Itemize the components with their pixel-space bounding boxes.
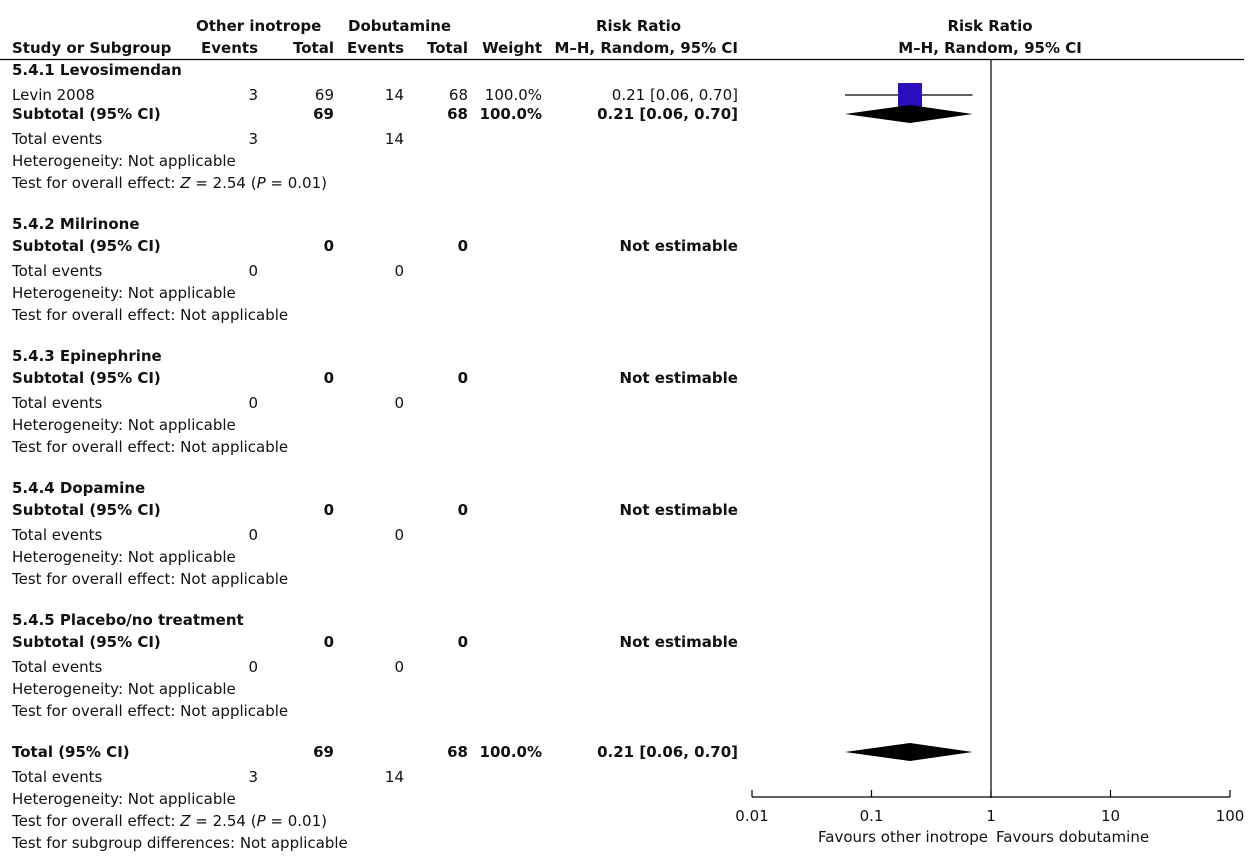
subtotal-ci: Not estimable <box>619 237 738 255</box>
subtotal-total2: 0 <box>457 237 468 255</box>
study-effect-square <box>898 83 923 107</box>
subtotal-ci: Not estimable <box>619 369 738 387</box>
heterogeneity-text: Heterogeneity: Not applicable <box>12 284 236 302</box>
subtotal-label: Subtotal (95% CI) <box>12 501 161 519</box>
subtotal-total2: 0 <box>457 633 468 651</box>
study-name: Levin 2008 <box>12 86 95 104</box>
overall-effect-text: Test for overall effect: Z = 2.54 (P = 0… <box>12 174 327 192</box>
total-events-label: Total events <box>12 394 103 412</box>
subtotal-total2: 0 <box>457 501 468 519</box>
overall-effect-text: Test for overall effect: Not applicable <box>12 702 289 720</box>
heterogeneity-text: Heterogeneity: Not applicable <box>12 416 236 434</box>
subgroup-title: 5.4.3 Epinephrine <box>12 347 162 365</box>
group2-header: Dobutamine <box>348 17 452 35</box>
study-ci: 0.21 [0.06, 0.70] <box>611 86 738 104</box>
total-total1: 69 <box>313 743 334 761</box>
x-axis-tick-label: 0.01 <box>735 807 768 825</box>
subgroup-title: 5.4.2 Milrinone <box>12 215 140 233</box>
subgroup-differences-text: Test for subgroup differences: Not appli… <box>12 834 348 852</box>
study-total2: 68 <box>448 86 468 104</box>
subtotal-total2: 0 <box>457 369 468 387</box>
overall-diamond <box>844 743 973 761</box>
heterogeneity-text: Heterogeneity: Not applicable <box>12 548 236 566</box>
total-events-label: Total events <box>12 658 103 676</box>
group1-header: Other inotrope <box>196 17 322 35</box>
total-events2: 0 <box>394 262 404 280</box>
total-total2: 68 <box>447 743 468 761</box>
plot-title-header: Risk Ratio <box>947 17 1033 35</box>
study-column-header: Study or Subgroup <box>12 39 172 57</box>
x-axis-tick-label: 0.1 <box>860 807 884 825</box>
subtotal-total1: 69 <box>313 105 334 123</box>
total-ci: 0.21 [0.06, 0.70] <box>597 743 738 761</box>
total-events1: 0 <box>248 262 258 280</box>
x-axis-tick-label: 1 <box>986 807 996 825</box>
heterogeneity-text: Heterogeneity: Not applicable <box>12 790 236 808</box>
subtotal-diamond <box>844 105 973 123</box>
total-events-label: Total events <box>12 130 103 148</box>
x-axis-tick-label: 100 <box>1216 807 1245 825</box>
total-events1: 3 <box>248 130 258 148</box>
subtotal-total1: 0 <box>323 237 334 255</box>
subgroup-title: 5.4.1 Levosimendan <box>12 61 182 79</box>
total-events2: 14 <box>384 130 404 148</box>
total2-header: Total <box>427 39 468 57</box>
overall-effect-text: Test for overall effect: Not applicable <box>12 306 289 324</box>
rr-title-header: Risk Ratio <box>596 17 682 35</box>
total-events-label: Total events <box>12 526 103 544</box>
weight-header: Weight <box>482 39 542 57</box>
subtotal-total1: 0 <box>323 369 334 387</box>
events2-header: Events <box>347 39 404 57</box>
subtotal-ci: 0.21 [0.06, 0.70] <box>597 105 738 123</box>
study-events2: 14 <box>384 86 404 104</box>
plot-method-header: M–H, Random, 95% CI <box>898 39 1082 57</box>
total-events-label: Total events <box>12 262 103 280</box>
overall-effect-text: Test for overall effect: Not applicable <box>12 570 289 588</box>
subtotal-weight: 100.0% <box>479 105 542 123</box>
total-events2: 0 <box>394 394 404 412</box>
subtotal-total1: 0 <box>323 501 334 519</box>
total-events2: 0 <box>394 658 404 676</box>
subtotal-label: Subtotal (95% CI) <box>12 105 161 123</box>
favours-right-label: Favours dobutamine <box>996 828 1150 846</box>
subtotal-total2: 68 <box>447 105 468 123</box>
subtotal-label: Subtotal (95% CI) <box>12 237 161 255</box>
total1-header: Total <box>293 39 334 57</box>
total-events1: 0 <box>248 526 258 544</box>
subtotal-label: Subtotal (95% CI) <box>12 369 161 387</box>
subtotal-label: Subtotal (95% CI) <box>12 633 161 651</box>
x-axis-tick-label: 10 <box>1101 807 1120 825</box>
total-label: Total (95% CI) <box>12 743 130 761</box>
subgroup-title: 5.4.4 Dopamine <box>12 479 146 497</box>
rr-method-header: M–H, Random, 95% CI <box>554 39 738 57</box>
study-total1: 69 <box>314 86 334 104</box>
study-weight: 100.0% <box>484 86 542 104</box>
study-events1: 3 <box>248 86 258 104</box>
heterogeneity-text: Heterogeneity: Not applicable <box>12 680 236 698</box>
overall-effect-text: Test for overall effect: Not applicable <box>12 438 289 456</box>
heterogeneity-text: Heterogeneity: Not applicable <box>12 152 236 170</box>
total-events2: 14 <box>384 768 404 786</box>
total-events2: 0 <box>394 526 404 544</box>
subtotal-ci: Not estimable <box>619 633 738 651</box>
total-weight: 100.0% <box>479 743 542 761</box>
subgroup-title: 5.4.5 Placebo/no treatment <box>12 611 244 629</box>
favours-left-label: Favours other inotrope <box>818 828 988 846</box>
overall-effect-text: Test for overall effect: Z = 2.54 (P = 0… <box>12 812 327 830</box>
events1-header: Events <box>201 39 258 57</box>
total-events1: 3 <box>248 768 258 786</box>
total-events1: 0 <box>248 394 258 412</box>
subtotal-ci: Not estimable <box>619 501 738 519</box>
subtotal-total1: 0 <box>323 633 334 651</box>
total-events-label: Total events <box>12 768 103 786</box>
total-events1: 0 <box>248 658 258 676</box>
